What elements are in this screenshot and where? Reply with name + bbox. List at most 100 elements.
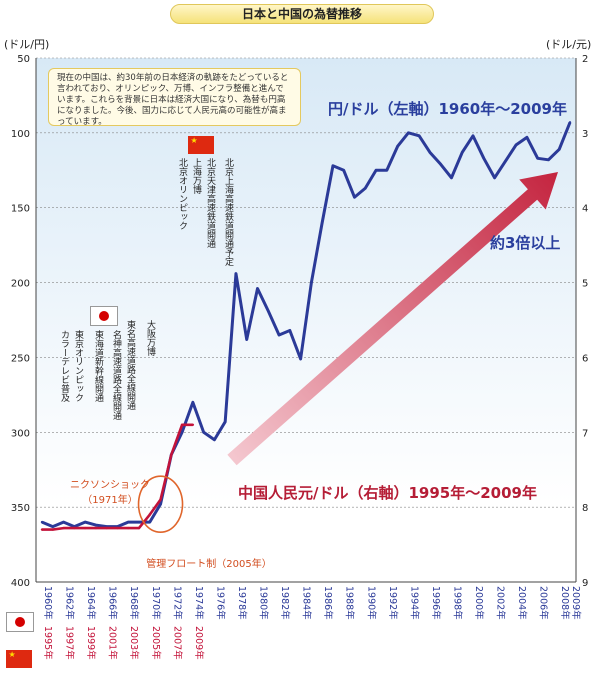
yen-point — [137, 520, 141, 524]
right-tick-label: 8 — [582, 503, 588, 514]
yuan-series-title: 中国人民元/ドル（右軸）1995年～2009年 — [238, 484, 537, 502]
yen-series-title: 円/ドル（左軸）1960年～2009年 — [328, 100, 567, 118]
yen-point — [536, 157, 539, 160]
yen-point — [127, 520, 130, 524]
x-tick-label-japan: 1964年 — [85, 586, 97, 620]
yen-point — [40, 520, 44, 524]
right-tick-label: 2 — [582, 54, 588, 65]
managed-float-label: 管理フロート制（2005年） — [146, 559, 272, 570]
x-tick-label-japan: 1976年 — [214, 586, 226, 620]
yen-point — [245, 338, 248, 341]
x-tick-label-china: 2003年 — [128, 626, 140, 660]
yen-point — [310, 281, 313, 284]
japan-flag-icon-axis — [6, 612, 34, 632]
x-tick-label-japan: 1992年 — [387, 586, 399, 620]
yuan-point — [40, 528, 44, 531]
yen-point — [159, 502, 162, 506]
left-tick-label: 50 — [17, 54, 30, 65]
yen-point — [374, 169, 378, 172]
note-box: 現在の中国は、約30年前の日本経済の軌跡をたどっていると言われており、オリンピッ… — [48, 68, 301, 127]
x-tick-label-japan: 1978年 — [236, 586, 248, 620]
x-tick-label-japan: 2008年 — [559, 586, 571, 620]
x-tick-label-japan: 1998年 — [451, 586, 463, 620]
x-tick-label-china: 2001年 — [107, 626, 119, 660]
china-event: 上海万博 — [191, 158, 201, 194]
china-event: 北京オリンピック — [177, 158, 187, 230]
x-tick-label-japan: 1990年 — [365, 586, 377, 620]
x-tick-label-china: 1995年 — [42, 626, 54, 660]
x-tick-label-japan: 2009年 — [570, 586, 582, 620]
right-tick-label: 9 — [582, 578, 588, 589]
x-tick-label-japan: 1960年 — [42, 586, 54, 620]
yuan-point — [105, 526, 108, 530]
right-tick-label: 7 — [582, 428, 588, 439]
yen-point — [223, 420, 227, 424]
yuan-point — [170, 453, 173, 456]
left-tick-label: 150 — [11, 204, 30, 215]
yuan-point — [62, 526, 65, 530]
x-tick-label-japan: 1962年 — [64, 586, 76, 620]
yen-point — [213, 438, 216, 441]
yen-point — [83, 520, 87, 524]
left-tick-label: 400 — [11, 578, 30, 589]
yen-point — [94, 523, 98, 527]
x-tick-label-japan: 1968年 — [128, 586, 140, 620]
yen-point — [267, 309, 270, 313]
japan-event: 名神高速道路全線開通 — [111, 330, 121, 420]
right-tick-label: 3 — [582, 129, 588, 140]
yuan-point — [127, 526, 130, 530]
yen-point — [288, 329, 292, 332]
yen-point — [299, 357, 302, 361]
yen-point — [504, 160, 507, 163]
right-tick-label: 6 — [582, 353, 588, 364]
x-tick-label-japan: 1982年 — [279, 586, 291, 620]
yuan-point — [137, 526, 141, 530]
china-flag-icon: ★ — [188, 136, 214, 154]
yuan-point — [51, 528, 54, 531]
x-tick-label-japan: 2004年 — [516, 586, 528, 620]
arrow-label: 約3倍以上 — [490, 234, 561, 252]
x-tick-label-japan: 1970年 — [150, 586, 162, 620]
china-event: 北京天津高速鉄道開通 — [205, 158, 215, 248]
x-tick-label-japan: 2000年 — [473, 586, 485, 620]
yen-point — [558, 148, 561, 151]
nixon-shock-circle — [137, 475, 184, 533]
left-tick-label: 200 — [11, 279, 30, 290]
yen-point — [385, 169, 389, 172]
china-event: 北京上海高速鉄道開通予定 — [223, 158, 233, 266]
yen-point — [353, 196, 356, 199]
trend-arrow — [227, 172, 559, 466]
yen-point — [428, 151, 432, 154]
x-tick-label-japan: 1988年 — [344, 586, 356, 620]
left-tick-label: 250 — [11, 353, 30, 364]
yuan-point — [191, 423, 195, 426]
yen-point — [62, 520, 65, 524]
chart-title: 日本と中国の為替推移 — [170, 4, 434, 24]
china-flag-icon-axis: ★ — [6, 650, 32, 668]
x-tick-label-japan: 1996年 — [430, 586, 442, 620]
x-tick-label-china: 1999年 — [85, 626, 97, 660]
yen-point — [471, 134, 475, 138]
right-tick-label: 4 — [582, 204, 588, 215]
yuan-point — [73, 526, 76, 530]
japan-event: 大阪万博 — [145, 320, 155, 356]
japan-event: 東名高速道路全線開通 — [125, 320, 135, 410]
yen-point — [482, 157, 485, 160]
yen-point — [148, 520, 151, 524]
yen-series-line — [41, 121, 572, 529]
left-tick-label: 300 — [11, 428, 30, 439]
yuan-point — [116, 526, 119, 530]
x-tick-label-china: 2005年 — [150, 626, 162, 660]
left-axis-unit: (ドル/円) — [4, 38, 50, 51]
right-axis-unit: (ドル/元) — [546, 38, 592, 51]
x-tick-label-japan: 1974年 — [193, 586, 205, 620]
x-tick-label-japan: 1980年 — [258, 586, 270, 620]
left-tick-label: 100 — [11, 129, 30, 140]
yen-point — [514, 143, 518, 147]
japan-flag-icon — [90, 306, 118, 326]
nixon-shock-label: ニクソンショック （1971年） — [70, 480, 150, 506]
yen-point — [202, 431, 205, 434]
left-tick-label: 350 — [11, 503, 30, 514]
yen-point — [234, 272, 238, 275]
x-tick-label-japan: 1972年 — [171, 586, 183, 620]
